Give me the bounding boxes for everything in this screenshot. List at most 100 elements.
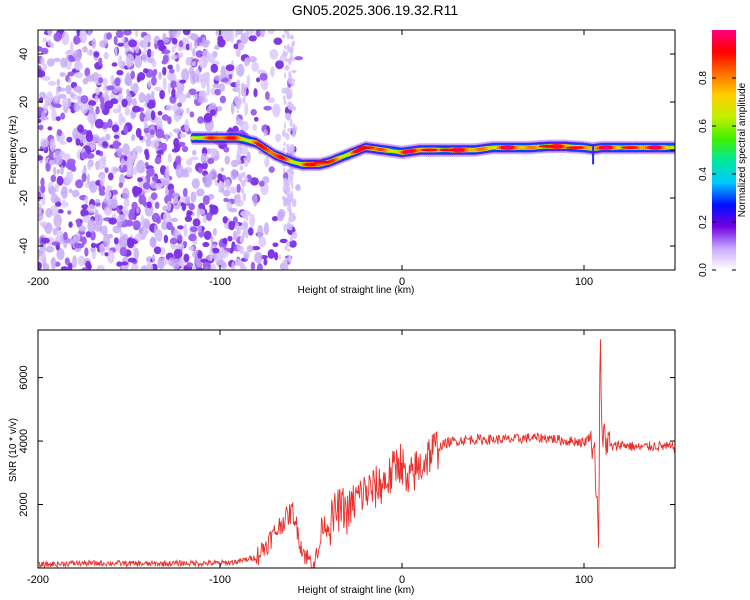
noise-point	[38, 124, 44, 131]
noise-point	[278, 254, 282, 260]
noise-point	[42, 63, 48, 71]
noise-point	[153, 246, 162, 255]
noise-point	[113, 237, 119, 245]
noise-point	[289, 118, 293, 127]
noise-point	[56, 175, 64, 186]
noise-point	[106, 32, 112, 40]
noise-point	[169, 68, 175, 74]
noise-point	[51, 256, 56, 270]
noise-point	[116, 261, 123, 267]
noise-point	[211, 253, 217, 260]
noise-point	[292, 58, 295, 62]
noise-point	[46, 58, 55, 67]
noise-point	[219, 95, 226, 104]
noise-point	[126, 72, 131, 78]
noise-point	[78, 225, 87, 232]
noise-point	[189, 156, 199, 161]
noise-point	[121, 261, 129, 266]
noise-point	[130, 84, 135, 92]
noise-point	[50, 205, 59, 217]
x-tick-label: -100	[209, 276, 231, 288]
noise-point	[174, 142, 181, 152]
noise-point	[154, 201, 160, 209]
noise-point	[291, 181, 294, 190]
colorbar-tick-label: 0.8	[698, 71, 709, 85]
noise-point	[200, 258, 209, 264]
noise-point	[281, 34, 286, 39]
noise-point	[259, 30, 266, 38]
noise-point	[40, 177, 45, 187]
noise-point	[73, 85, 83, 93]
noise-point	[166, 221, 173, 231]
noise-point	[125, 78, 132, 86]
noise-point	[67, 238, 74, 245]
noise-point	[95, 202, 101, 207]
noise-point	[74, 71, 84, 79]
noise-point	[249, 213, 256, 228]
noise-point	[228, 220, 236, 231]
noise-point	[202, 214, 207, 224]
noise-point	[203, 112, 213, 123]
noise-point	[236, 244, 241, 251]
noise-point	[102, 141, 109, 148]
noise-point	[151, 175, 158, 183]
noise-point	[114, 77, 121, 87]
noise-point	[235, 66, 239, 76]
noise-point	[99, 40, 107, 48]
noise-point	[220, 65, 226, 79]
noise-point	[133, 166, 138, 176]
noise-point	[60, 165, 64, 176]
noise-point	[167, 153, 172, 163]
noise-point	[182, 187, 188, 197]
noise-point	[133, 186, 143, 195]
noise-point	[48, 186, 56, 196]
noise-point	[181, 145, 189, 153]
noise-point	[172, 228, 179, 239]
colorbar-gradient	[712, 30, 736, 270]
noise-point	[222, 189, 231, 197]
noise-point	[212, 83, 221, 89]
noise-point	[53, 214, 62, 228]
noise-point	[286, 168, 291, 174]
noise-point	[93, 51, 100, 58]
noise-point	[274, 251, 279, 261]
noise-point	[56, 220, 60, 232]
noise-point	[168, 257, 175, 267]
noise-point	[122, 164, 128, 173]
noise-point	[122, 143, 130, 156]
noise-point	[210, 109, 216, 116]
snr-ticks: -200 -100 0 100 2000 4000 6000	[18, 330, 675, 586]
noise-point	[131, 98, 137, 107]
noise-point	[65, 84, 72, 95]
noise-point	[210, 263, 217, 270]
noise-point	[131, 134, 136, 141]
noise-point	[57, 129, 63, 137]
noise-point	[224, 155, 231, 165]
noise-point	[99, 244, 104, 251]
noise-point	[171, 88, 176, 98]
trace-peak	[420, 148, 439, 152]
noise-point	[282, 129, 286, 138]
noise-point	[239, 165, 244, 171]
x-tick-label: 0	[399, 574, 405, 586]
noise-point	[53, 103, 62, 108]
noise-point	[258, 180, 265, 187]
noise-point	[181, 194, 191, 204]
noise-point	[136, 75, 141, 83]
noise-point	[284, 72, 286, 79]
noise-point	[172, 245, 181, 251]
noise-point	[47, 39, 52, 46]
noise-point	[171, 37, 178, 45]
noise-point	[286, 143, 290, 153]
noise-point	[73, 102, 80, 113]
noise-point	[126, 154, 134, 169]
noise-point	[182, 30, 191, 36]
noise-point	[39, 221, 48, 227]
noise-point	[56, 78, 60, 86]
noise-point	[53, 32, 62, 42]
noise-point	[288, 46, 294, 52]
noise-point	[257, 225, 264, 239]
noise-point	[106, 85, 115, 91]
noise-point	[118, 112, 124, 126]
